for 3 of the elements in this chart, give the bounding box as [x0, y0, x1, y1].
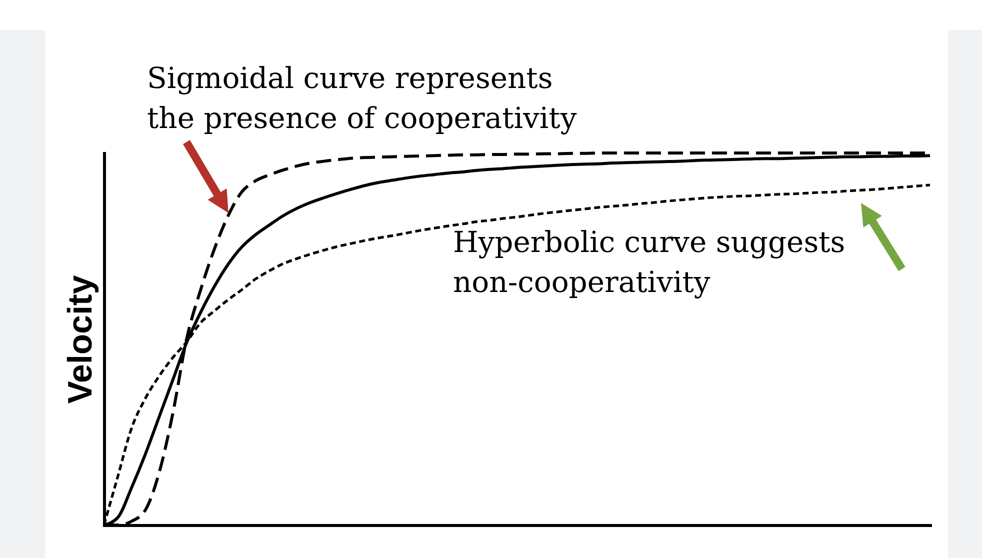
annotation: Hyperbolic curve suggests non-cooperativity [453, 225, 846, 299]
y-axis-title: Velocity [62, 275, 100, 404]
text: Sigmoidal curve represents the presence of cooperativity [147, 61, 578, 135]
